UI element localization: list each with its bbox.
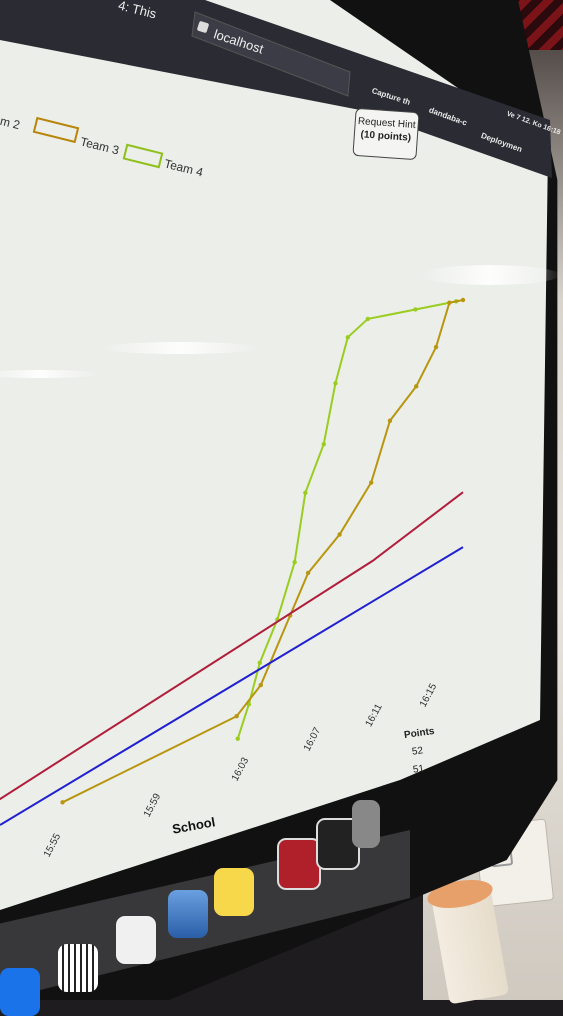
table-row-points: 51 [412,763,425,776]
series-point-0-7 [333,381,338,386]
series-point-0-6 [321,441,326,447]
series-line-3 [0,546,464,826]
series-point-1-0 [60,800,65,805]
app-store-icon[interactable] [0,968,40,1016]
request-hint-button[interactable]: Request Hint (10 points) [352,107,420,161]
photobooth-app-icon[interactable] [277,838,321,890]
series-line-1 [62,299,464,804]
series-point-1-5 [337,532,342,537]
glare-1 [100,342,260,354]
series-point-1-7 [387,418,393,423]
series-point-0-10 [413,307,418,312]
pencil-app-icon[interactable] [116,916,156,964]
table-row-points: 52 [411,745,424,758]
series-point-1-2 [258,682,263,688]
series-point-1-11 [460,297,466,303]
screen-surface [0,0,548,910]
chart-plot-area [0,297,466,826]
series-point-0-5 [303,490,308,496]
series-point-1-1 [234,714,239,719]
glare-3 [420,265,560,285]
series-point-1-6 [368,480,374,485]
series-point-1-9 [433,344,439,350]
glare-2 [0,370,100,378]
series-point-0-2 [257,660,262,665]
trash-icon[interactable] [352,800,380,848]
browser-titlebar [0,0,552,178]
series-point-1-8 [414,384,419,389]
series-point-0-4 [292,560,297,565]
series-point-1-4 [305,570,311,576]
series-line-2 [0,491,464,801]
series-point-0-0 [235,736,240,741]
series-point-0-8 [345,335,350,340]
preview-app-icon[interactable] [168,890,208,938]
piano-app-icon[interactable] [58,944,98,992]
series-point-1-10 [447,300,452,305]
notes-app-icon[interactable] [214,868,254,916]
series-point-0-9 [365,316,371,322]
address-bar [191,11,351,97]
